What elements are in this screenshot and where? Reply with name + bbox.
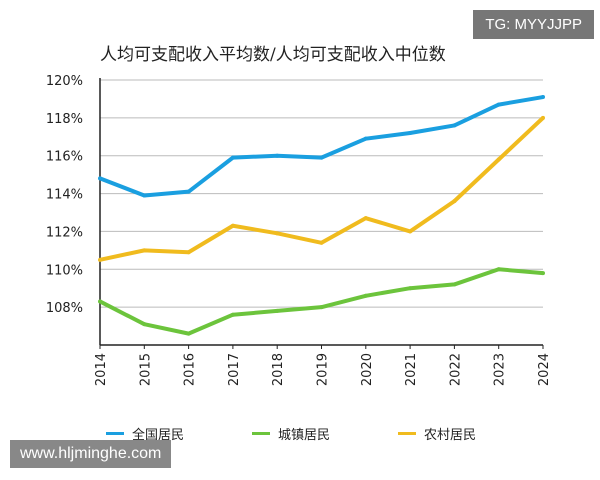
data-point: [319, 305, 324, 310]
data-point: [186, 189, 191, 194]
data-point: [496, 267, 501, 272]
legend-item-national: 全国居民: [106, 424, 184, 443]
x-tick-label: 2014: [94, 353, 109, 386]
data-point: [98, 299, 102, 304]
y-tick-label: 108%: [46, 301, 83, 316]
legend-label: 全国居民: [132, 428, 185, 443]
data-point: [230, 155, 235, 160]
legend-swatch: [398, 432, 416, 435]
y-tick-label: 116%: [46, 150, 83, 165]
x-tick-label: 2024: [537, 353, 552, 386]
data-point: [186, 250, 191, 255]
data-point: [230, 223, 235, 228]
legend-label: 城镇居民: [278, 428, 331, 443]
series-line-2: [99, 116, 545, 262]
data-point: [363, 216, 368, 221]
data-point: [408, 229, 413, 234]
legend-swatch: [252, 432, 270, 435]
data-point: [541, 115, 545, 120]
x-tick-label: 2018: [271, 353, 286, 386]
data-point: [541, 95, 545, 100]
series-line-1: [99, 267, 544, 336]
data-point: [452, 199, 457, 204]
data-point: [142, 322, 147, 327]
data-point: [408, 286, 413, 291]
x-tick-label: 2023: [493, 353, 508, 386]
legend-label: 农村居民: [424, 428, 477, 443]
data-point: [98, 176, 102, 181]
data-point: [541, 271, 545, 276]
data-point: [275, 308, 280, 313]
x-tick-label: 2021: [404, 353, 419, 386]
y-tick-label: 112%: [46, 225, 83, 240]
data-point: [98, 257, 102, 262]
data-point: [142, 193, 147, 198]
data-point: [319, 240, 324, 245]
chart-title: 人均可支配收入平均数/人均可支配收入中位数: [100, 45, 446, 65]
x-tick-label: 2017: [227, 353, 242, 386]
watermark-top: TG: MYYJJPP: [473, 10, 594, 39]
y-tick-label: 114%: [46, 188, 83, 203]
data-point: [142, 248, 147, 253]
data-point: [275, 231, 280, 236]
x-tick-label: 2022: [448, 353, 463, 386]
data-point: [363, 136, 368, 141]
data-point: [452, 282, 457, 287]
watermark-bottom: www.hljminghe.com: [10, 440, 172, 468]
data-point: [275, 153, 280, 158]
x-tick-label: 2019: [316, 353, 331, 386]
data-point: [363, 293, 368, 298]
legend-item-rural: 农村居民: [398, 424, 476, 443]
x-tick-label: 2015: [138, 353, 153, 386]
data-point: [452, 123, 457, 128]
data-point: [186, 331, 191, 336]
data-point: [230, 312, 235, 317]
x-tick-label: 2016: [183, 353, 198, 386]
data-point: [319, 155, 324, 160]
x-tick-label: 2020: [360, 353, 375, 386]
y-tick-label: 120%: [46, 74, 83, 89]
y-tick-label: 118%: [46, 112, 83, 127]
data-point: [408, 131, 413, 135]
data-point: [496, 102, 501, 107]
legend-item-urban: 城镇居民: [252, 424, 330, 443]
y-tick-label: 110%: [46, 263, 83, 278]
legend-swatch: [106, 432, 124, 435]
data-point: [496, 157, 501, 162]
